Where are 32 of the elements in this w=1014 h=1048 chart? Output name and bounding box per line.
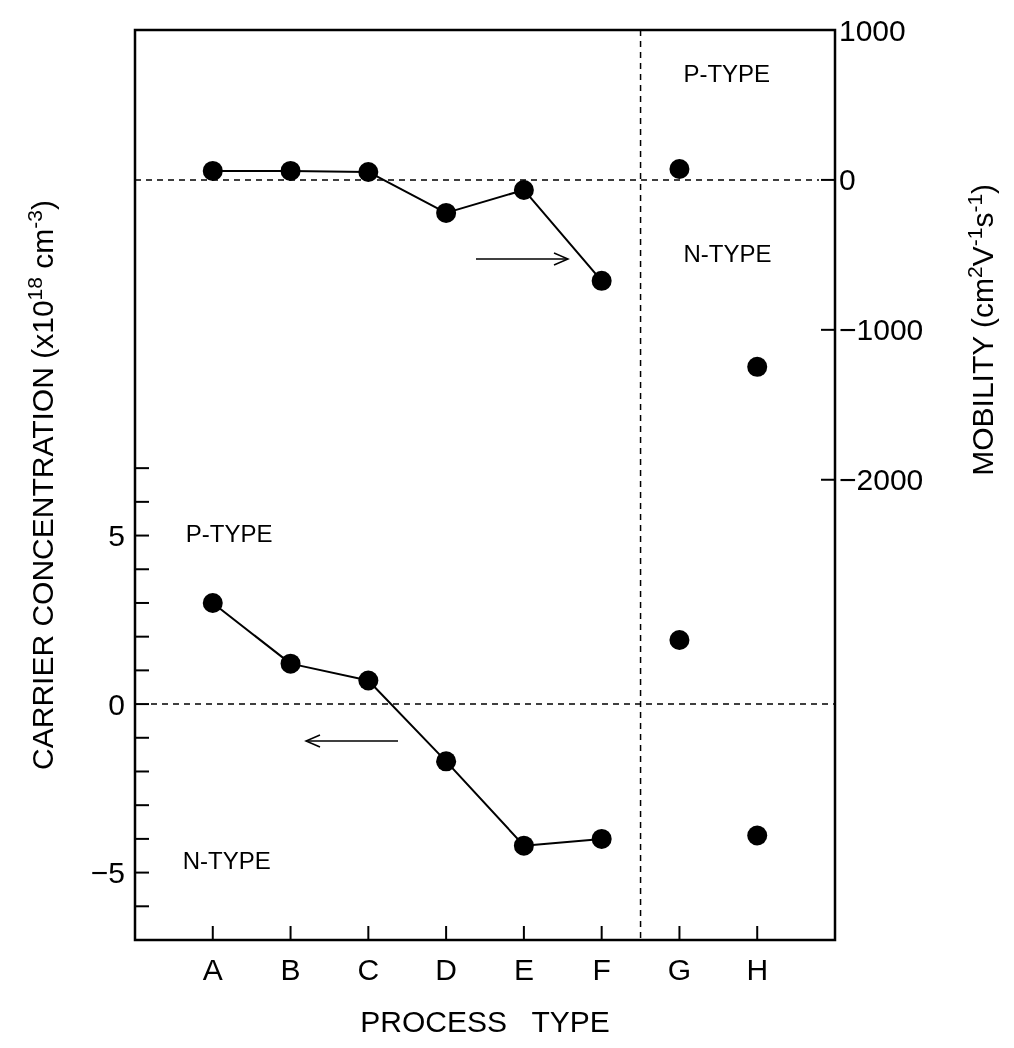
x-tick-label: F [592,953,611,986]
y-tick-label: −5 [90,856,125,890]
x-tick-label: D [435,953,457,986]
y2-tick-label: 1000 [839,13,906,47]
point [436,202,457,223]
point [358,161,379,182]
y2-tick-label: −1000 [839,313,924,347]
y2-tick-label: 0 [839,163,856,197]
y-tick-label: 5 [108,519,125,553]
point [591,270,612,291]
x-tick-label: G [667,953,692,986]
y-tick-label: 0 [108,687,125,721]
x-tick-label: B [280,953,301,986]
x-axis-title: PROCESS TYPE [360,1005,610,1038]
point [358,670,379,691]
point [591,828,612,849]
point [202,160,223,181]
annotation: N-TYPE [683,240,772,268]
point [280,653,301,674]
x-tick-label: E [513,953,534,986]
annotation: P-TYPE [185,520,273,548]
x-tick-label: A [202,953,223,986]
annotation: N-TYPE [182,847,271,875]
point [202,592,223,613]
point [280,160,301,181]
point [513,179,534,200]
point [513,835,534,856]
annotation: P-TYPE [683,60,771,88]
y2-tick-label: −2000 [839,463,924,497]
x-tick-label: C [357,953,380,986]
point [436,751,457,772]
x-tick-label: H [746,953,769,986]
